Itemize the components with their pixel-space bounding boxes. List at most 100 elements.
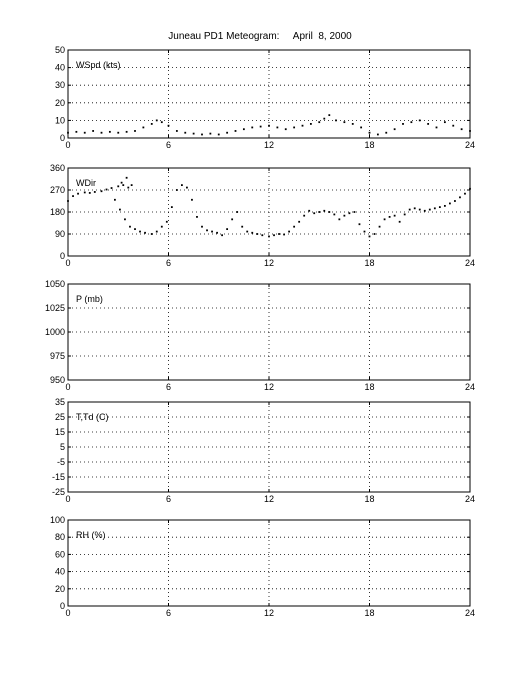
panel-temp: 0 6 12 18 24 -25 -15 -5 5 15 25 35 T,Td (C) [52,397,475,504]
data-point [309,123,312,125]
data-point [452,124,455,127]
data-point [231,218,234,221]
panel-pressure: 0 6 12 18 24 950 975 1000 1025 1050 P (mb) [45,279,475,392]
data-point [418,119,421,122]
data-point [338,218,341,221]
y-tick-label: 40 [55,63,65,73]
data-point [92,130,95,132]
y-tick-label: 1025 [45,303,65,313]
y-tick-label: 40 [55,567,65,577]
data-point [181,184,183,187]
data-point [88,192,91,194]
y-tick-label: 20 [55,98,65,108]
data-point [459,196,461,199]
data-point [418,208,421,211]
data-point [393,214,396,217]
data-point [413,207,416,210]
panel-wspd: 0 6 12 18 24 0 10 20 30 40 50 WSpd (kts) [55,45,475,150]
data-point [443,204,446,207]
y-tick-label: -15 [52,472,65,482]
x-tick-label: 12 [264,494,274,504]
data-point [268,235,270,238]
data-point [348,212,351,215]
data-point [226,131,229,134]
data-point [308,209,311,212]
y-tick-label: 80 [55,532,65,542]
data-point [201,225,203,228]
data-point [353,211,356,213]
data-point [167,124,170,127]
y-tick-label: 1000 [45,327,65,337]
data-point [428,208,431,211]
y-tick-label: 10 [55,115,65,125]
data-point [196,215,198,218]
x-tick-label: 18 [364,140,374,150]
data-point [251,126,254,129]
y-tick-label: 35 [55,397,65,407]
data-point [192,132,195,135]
y-tick-label: 90 [55,229,65,239]
data-point [435,126,438,129]
data-point [77,192,79,195]
data-point [358,223,361,226]
data-point [335,119,337,122]
y-tick-label: 60 [55,549,65,559]
x-tick-label: 6 [166,382,171,392]
data-point [206,229,208,232]
data-point [423,209,426,212]
data-point [170,206,173,209]
data-point [376,133,379,136]
x-tick-label: 18 [364,258,374,268]
data-point [402,123,404,125]
data-point [175,189,178,191]
data-point [328,211,331,213]
data-point [427,123,430,125]
x-tick-label: 24 [465,140,475,150]
data-point [293,225,296,228]
x-tick-label: 12 [264,258,274,268]
data-point [117,185,120,188]
data-point [72,195,74,198]
x-tick-label: 18 [364,382,374,392]
data-point [273,234,275,237]
data-point [100,190,103,193]
data-point [313,212,316,215]
data-point [469,187,471,190]
x-tick-label: 0 [65,608,70,618]
data-point [221,234,223,237]
data-point [443,121,446,124]
x-tick-label: 0 [65,140,70,150]
data-point [83,191,86,194]
data-point [211,230,213,233]
data-point [139,230,141,233]
data-point [108,130,111,133]
data-point [283,233,285,236]
x-tick-label: 18 [364,494,374,504]
data-point [410,121,413,124]
data-point [433,207,436,210]
data-point [268,124,270,127]
panel-label-pressure: P (mb) [76,294,103,304]
data-point [129,225,131,228]
x-tick-label: 0 [65,382,70,392]
data-point [217,133,220,136]
data-point [186,186,188,189]
data-point [119,208,121,211]
panel-label-wdir: WDir [76,178,96,188]
data-point [155,230,158,233]
x-tick-label: 24 [465,608,475,618]
data-point [460,128,463,131]
x-tick-label: 0 [65,494,70,504]
x-tick-label: 24 [465,258,475,268]
x-tick-label: 6 [166,494,171,504]
data-point [165,220,168,223]
data-point [284,128,287,131]
data-point [125,130,128,133]
data-point [120,181,123,184]
data-point [259,125,262,128]
data-point [242,128,245,131]
chart-title: Juneau PD1 Meteogram: April 8, 2000 [168,31,352,42]
data-point [323,209,326,212]
data-point [276,126,279,129]
x-tick-label: 24 [465,494,475,504]
